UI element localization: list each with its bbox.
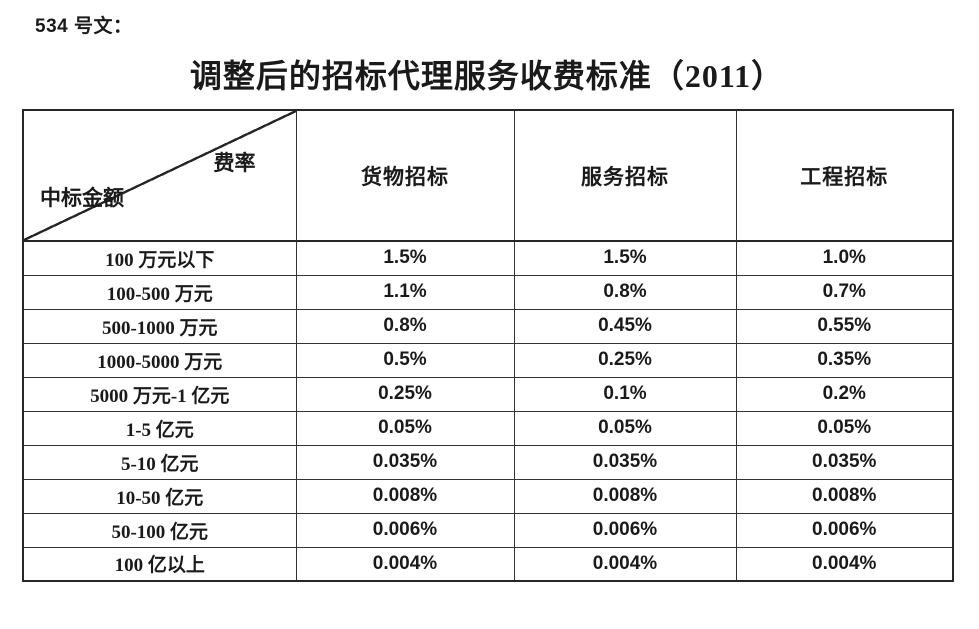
rate-cell: 0.1% bbox=[513, 376, 737, 412]
rate-cell: 0.05% bbox=[513, 410, 737, 446]
rate-cell: 1.1% bbox=[295, 274, 515, 310]
table-row: 100-500 万元 1.1% 0.8% 0.7% bbox=[22, 274, 954, 310]
rate-cell: 1.0% bbox=[735, 240, 954, 276]
rate-cell: 0.05% bbox=[295, 410, 515, 446]
rate-cell: 0.7% bbox=[735, 274, 954, 310]
column-header-service-bidding: 服务招标 bbox=[513, 109, 737, 242]
amount-range-cell: 5-10 亿元 bbox=[22, 444, 297, 480]
rate-cell: 1.5% bbox=[295, 240, 515, 276]
table-row: 50-100 亿元 0.006% 0.006% 0.006% bbox=[22, 512, 954, 548]
fee-rate-table: 费率 中标金额 货物招标 服务招标 工程招标 100 万元以下 1.5% 1.5% 1… bbox=[22, 109, 954, 582]
header-row: 费率 中标金额 货物招标 服务招标 工程招标 bbox=[22, 109, 954, 242]
rate-cell: 0.008% bbox=[735, 478, 954, 514]
amount-range-cell: 100-500 万元 bbox=[22, 274, 297, 310]
rate-cell: 0.05% bbox=[735, 410, 954, 446]
amount-range-cell: 100 万元以下 bbox=[22, 240, 297, 276]
table-body: 100 万元以下 1.5% 1.5% 1.0% 100-500 万元 1.1% 0.8% 0.… bbox=[22, 240, 954, 582]
rate-cell: 0.25% bbox=[295, 376, 515, 412]
amount-range-cell: 1000-5000 万元 bbox=[22, 342, 297, 378]
diagonal-corner-cell: 费率 中标金额 bbox=[22, 109, 297, 242]
rate-cell: 0.35% bbox=[735, 342, 954, 378]
rate-cell: 0.004% bbox=[513, 546, 737, 582]
table-row: 5000 万元-1 亿元 0.25% 0.1% 0.2% bbox=[22, 376, 954, 412]
rate-cell: 0.25% bbox=[513, 342, 737, 378]
table-row: 500-1000 万元 0.8% 0.45% 0.55% bbox=[22, 308, 954, 344]
rate-cell: 0.008% bbox=[513, 478, 737, 514]
amount-range-cell: 50-100 亿元 bbox=[22, 512, 297, 548]
table-row: 1-5 亿元 0.05% 0.05% 0.05% bbox=[22, 410, 954, 446]
document-number-label: 534 号文： bbox=[35, 16, 133, 37]
page-title: 调整后的招标代理服务收费标准（2011） bbox=[189, 58, 785, 94]
amount-range-cell: 500-1000 万元 bbox=[22, 308, 297, 344]
table-row: 1000-5000 万元 0.5% 0.25% 0.35% bbox=[22, 342, 954, 378]
amount-range-cell: 10-50 亿元 bbox=[22, 478, 297, 514]
rate-cell: 0.8% bbox=[513, 274, 737, 310]
table-row: 100 万元以下 1.5% 1.5% 1.0% bbox=[22, 240, 954, 276]
rate-cell: 0.2% bbox=[735, 376, 954, 412]
rate-cell: 0.035% bbox=[295, 444, 515, 480]
rate-cell: 0.006% bbox=[295, 512, 515, 548]
rate-cell: 0.55% bbox=[735, 308, 954, 344]
rate-cell: 0.004% bbox=[295, 546, 515, 582]
rate-cell: 0.035% bbox=[513, 444, 737, 480]
corner-label-rate: 费率 bbox=[213, 151, 256, 175]
corner-label-bid-amount: 中标金额 bbox=[40, 186, 124, 210]
rate-cell: 0.006% bbox=[513, 512, 737, 548]
rate-cell: 0.5% bbox=[295, 342, 515, 378]
rate-cell: 0.45% bbox=[513, 308, 737, 344]
table-row: 10-50 亿元 0.008% 0.008% 0.008% bbox=[22, 478, 954, 514]
table-row: 100 亿以上 0.004% 0.004% 0.004% bbox=[22, 546, 954, 582]
amount-range-cell: 100 亿以上 bbox=[22, 546, 297, 582]
amount-range-cell: 5000 万元-1 亿元 bbox=[22, 376, 297, 412]
rate-cell: 1.5% bbox=[513, 240, 737, 276]
rate-cell: 0.006% bbox=[735, 512, 954, 548]
rate-cell: 0.8% bbox=[295, 308, 515, 344]
column-header-goods-bidding: 货物招标 bbox=[295, 109, 515, 242]
rate-cell: 0.004% bbox=[735, 546, 954, 582]
amount-range-cell: 1-5 亿元 bbox=[22, 410, 297, 446]
table-row: 5-10 亿元 0.035% 0.035% 0.035% bbox=[22, 444, 954, 480]
rate-cell: 0.035% bbox=[735, 444, 954, 480]
rate-cell: 0.008% bbox=[295, 478, 515, 514]
column-header-engineering-bidding: 工程招标 bbox=[735, 109, 954, 242]
